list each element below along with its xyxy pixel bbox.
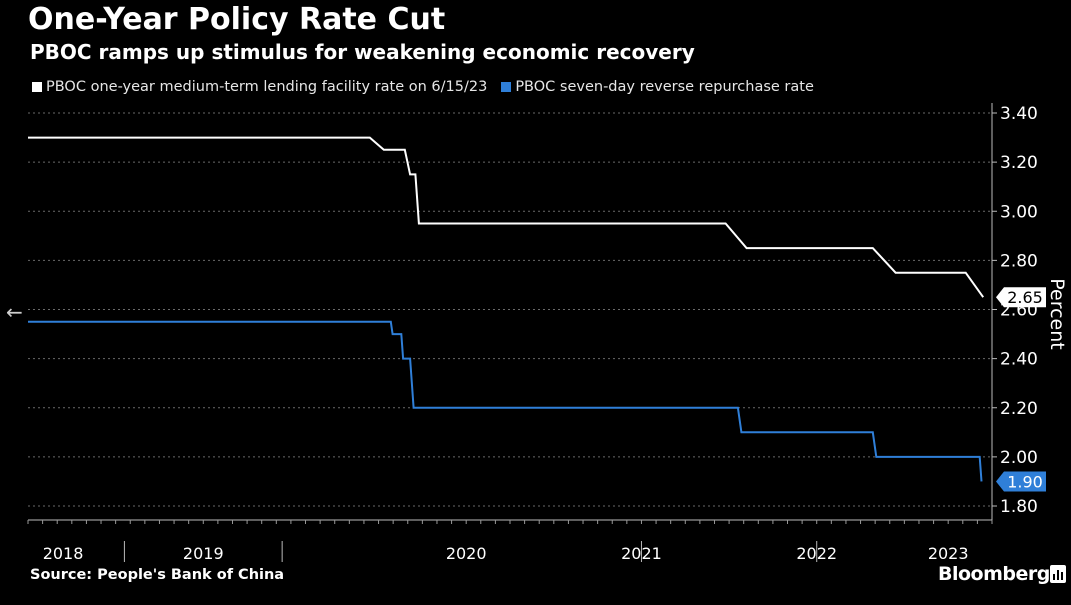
legend-label-reverse-repo: PBOC seven-day reverse repurchase rate <box>515 79 814 95</box>
y-tick-label: 1.80 <box>1000 497 1038 517</box>
left-arrow-icon[interactable]: ← <box>6 300 23 324</box>
chart-subtitle: PBOC ramps up stimulus for weakening eco… <box>30 40 695 64</box>
end-label-box-mlf <box>996 287 1046 308</box>
y-tick-label: 3.40 <box>1000 104 1038 124</box>
legend: PBOC one-year medium-term lending facili… <box>32 79 828 95</box>
y-tick-label: 2.80 <box>1000 251 1038 271</box>
end-label-box-reverse-repo <box>996 471 1046 492</box>
x-tick-label: 2019 <box>183 544 224 563</box>
y-tick-label: 2.00 <box>1000 448 1038 468</box>
legend-item-mlf: PBOC one-year medium-term lending facili… <box>32 79 487 95</box>
legend-label-mlf: PBOC one-year medium-term lending facili… <box>46 79 488 95</box>
end-label-reverse-repo: 1.90 <box>1007 472 1043 491</box>
chart-title: One-Year Policy Rate Cut <box>28 2 446 37</box>
legend-item-reverse-repo: PBOC seven-day reverse repurchase rate <box>501 79 814 95</box>
brand-logo: Bloomberg <box>938 563 1050 585</box>
x-tick-label: 2022 <box>796 544 837 563</box>
series-line-reverse-repo <box>28 320 983 482</box>
x-tick-label: 2021 <box>621 544 662 563</box>
source-note: Source: People's Bank of China <box>30 567 285 583</box>
y-axis-title: Percent <box>1045 278 1068 350</box>
y-tick-label: 2.40 <box>1000 350 1038 370</box>
series-line-mlf <box>28 136 985 298</box>
end-label-mlf: 2.65 <box>1007 288 1043 307</box>
bloomberg-chart-icon <box>1050 565 1066 583</box>
x-tick-label: 2023 <box>928 544 969 563</box>
y-tick-label: 3.20 <box>1000 153 1038 173</box>
y-tick-label: 2.20 <box>1000 399 1038 419</box>
y-tick-label: 3.00 <box>1000 202 1038 222</box>
legend-swatch-mlf <box>32 82 42 92</box>
x-tick-label: 2020 <box>446 544 487 563</box>
legend-swatch-reverse-repo <box>501 82 512 92</box>
x-tick-label: 2018 <box>43 544 84 563</box>
